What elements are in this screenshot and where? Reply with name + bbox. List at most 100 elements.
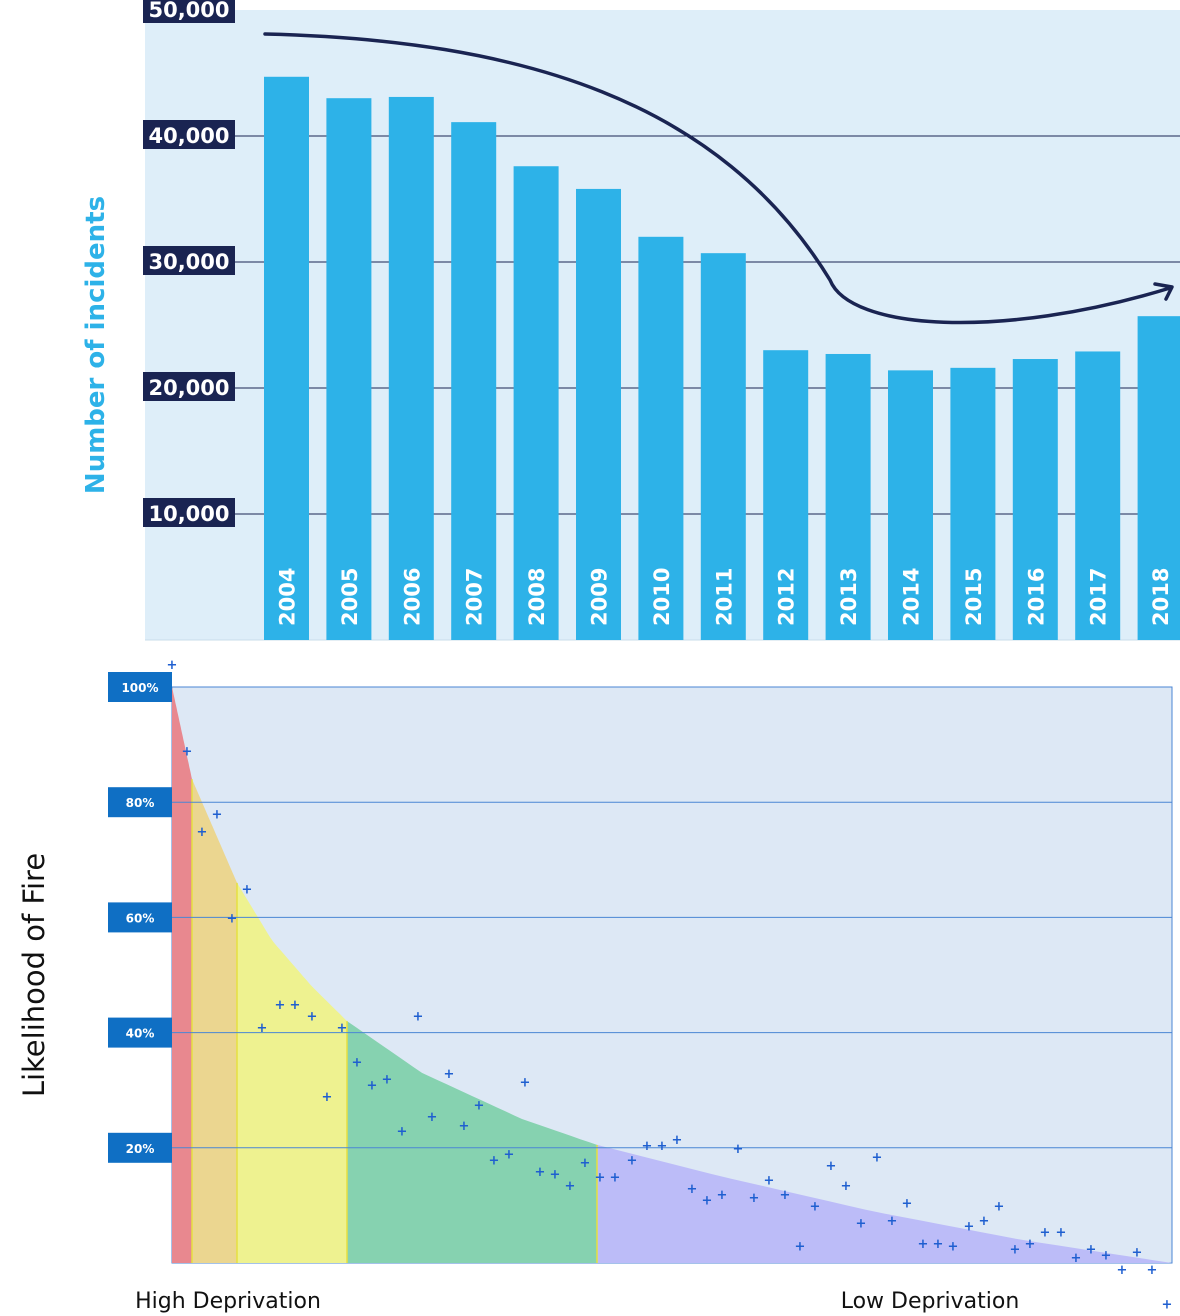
x-tick-label: 2018 [1149, 568, 1173, 626]
x-tick-label: 2011 [712, 568, 736, 626]
data-point: + [826, 1159, 837, 1174]
y-tick-label: 50,000 [148, 0, 229, 22]
data-point: + [627, 1153, 638, 1168]
data-point: + [856, 1217, 867, 1232]
y-tick-label: 80% [126, 796, 155, 810]
bar-2007 [451, 122, 497, 640]
y-tick-box [143, 246, 235, 275]
bar-2016 [1012, 359, 1058, 640]
data-point: + [595, 1171, 606, 1186]
y-axis-label: Number of incidents [81, 196, 111, 494]
data-point: + [367, 1078, 378, 1093]
data-point: + [657, 1139, 668, 1154]
data-point: + [257, 1021, 268, 1036]
data-point: + [702, 1194, 713, 1209]
y-tick-label: 40,000 [148, 124, 229, 148]
data-point: + [565, 1179, 576, 1194]
data-point: + [672, 1133, 683, 1148]
x-tick-label: 2006 [400, 568, 424, 626]
data-point: + [964, 1220, 975, 1235]
data-point: + [887, 1214, 898, 1229]
data-point: + [1117, 1263, 1128, 1278]
data-point: + [1162, 1297, 1173, 1312]
x-tick-label: 2004 [276, 568, 300, 626]
x-tick-label: 2017 [1087, 568, 1111, 626]
data-point: + [902, 1197, 913, 1212]
bar-2004 [264, 76, 309, 640]
curve-band-1 [172, 687, 192, 1263]
data-point: + [872, 1150, 883, 1165]
bar-2017 [1075, 351, 1121, 640]
bar-2012 [763, 350, 809, 640]
y-tick-label: 60% [126, 911, 155, 925]
x-tick-label: 2010 [650, 568, 674, 626]
y-tick-label: 30,000 [148, 250, 229, 274]
data-point: + [780, 1188, 791, 1203]
data-point: + [337, 1021, 348, 1036]
data-point: + [1040, 1225, 1051, 1240]
bar-2015 [950, 367, 996, 640]
data-point: + [1101, 1248, 1112, 1263]
trend-arrow [263, 32, 1172, 325]
y-tick-label: 10,000 [148, 502, 229, 526]
y-tick-box [143, 120, 235, 149]
data-point: + [382, 1073, 393, 1088]
curve-band-4 [347, 1021, 597, 1263]
bar-2005 [326, 98, 372, 640]
x-tick-label: 2014 [900, 568, 924, 626]
curve-band-5 [597, 1144, 1172, 1263]
data-point: + [1147, 1263, 1158, 1278]
data-point: + [733, 1142, 744, 1157]
data-point: + [580, 1156, 591, 1171]
y-tick-label: 40% [126, 1027, 155, 1041]
data-point: + [550, 1168, 561, 1183]
x-tick-label: 2005 [338, 568, 362, 626]
data-point: + [610, 1171, 621, 1186]
data-point: + [749, 1191, 760, 1206]
data-point: + [275, 998, 286, 1013]
y-tick-label: 100% [121, 681, 158, 695]
x-axis-label-right: Low Deprivation [841, 1289, 1020, 1314]
data-point: + [242, 883, 253, 898]
data-point: + [227, 911, 238, 926]
bar-2009 [576, 188, 621, 641]
x-tick-label: 2013 [837, 568, 861, 626]
likelihood-scatter-chart: 20% 40% 60% 80% 100% + + + + + + + + + + + + + + + + + + + + + + +… [17, 660, 1173, 1314]
data-point: + [1132, 1245, 1143, 1260]
data-point: + [1025, 1237, 1036, 1252]
data-point: + [764, 1173, 775, 1188]
data-point: + [795, 1240, 806, 1255]
data-point: + [427, 1110, 438, 1125]
data-point: + [474, 1099, 485, 1114]
curve-band-2 [192, 779, 237, 1263]
data-point: + [933, 1237, 944, 1252]
x-tick-label: 2009 [588, 568, 612, 626]
data-point: + [841, 1179, 852, 1194]
x-axis-label-left: High Deprivation [135, 1289, 321, 1314]
data-point: + [948, 1240, 959, 1255]
y-axis-label: Likelihood of Fire [17, 853, 51, 1097]
y-tick-box [143, 498, 235, 527]
bar-2013 [825, 353, 871, 640]
data-point: + [322, 1090, 333, 1105]
data-point: + [687, 1182, 698, 1197]
x-tick-label: 2016 [1024, 568, 1048, 626]
x-tick-label: 2007 [463, 568, 487, 626]
bar-2011 [700, 253, 746, 640]
bar-2010 [638, 236, 684, 641]
data-point: + [1071, 1251, 1082, 1266]
y-tick-box [143, 0, 235, 23]
bar-2008 [513, 166, 559, 641]
data-point: + [535, 1165, 546, 1180]
y-tick-box [143, 372, 235, 401]
data-point: + [307, 1009, 318, 1024]
x-tick-label: 2015 [962, 568, 986, 626]
data-point: + [167, 660, 178, 673]
data-point: + [918, 1237, 929, 1252]
data-point: + [642, 1139, 653, 1154]
data-point: + [212, 808, 223, 823]
trend-arrow-head [1153, 282, 1174, 301]
curve-band-3 [237, 882, 347, 1263]
y-tick-label: 20,000 [148, 376, 229, 400]
x-tick-label: 2012 [775, 568, 799, 626]
